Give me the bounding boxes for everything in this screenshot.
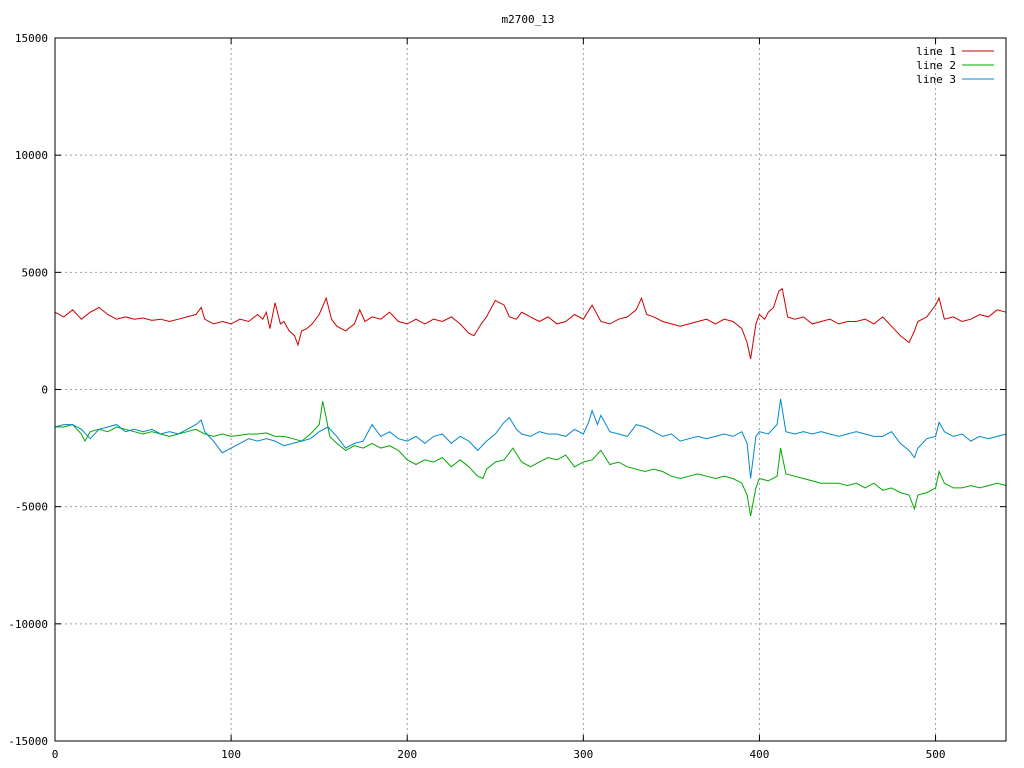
y-tick-label: 5000 xyxy=(22,266,49,279)
x-tick-label: 200 xyxy=(397,748,417,761)
x-tick-label: 100 xyxy=(221,748,241,761)
y-tick-label: 10000 xyxy=(15,149,48,162)
y-tick-label: 15000 xyxy=(15,32,48,45)
series-line-3 xyxy=(54,398,1007,479)
y-tick-label: -5000 xyxy=(15,501,48,514)
series-line-2 xyxy=(55,401,1007,517)
y-tick-label: -10000 xyxy=(8,618,48,631)
x-tick-label: 300 xyxy=(573,748,593,761)
y-tick-label: -15000 xyxy=(8,735,48,748)
x-tick-label: 400 xyxy=(750,748,770,761)
series-layer xyxy=(54,287,1007,517)
legend-label-3: line 3 xyxy=(916,73,956,86)
x-tick-label: 500 xyxy=(926,748,946,761)
chart-title: m2700_13 xyxy=(502,13,555,26)
x-tick-label: 0 xyxy=(52,748,59,761)
series-line-1 xyxy=(54,287,1007,360)
grid xyxy=(55,38,1006,741)
legend-label-2: line 2 xyxy=(916,59,956,72)
axis-ticks: 0 100 200 300 400 500 -15000 -10000 -5000 0 5000 10… xyxy=(8,32,1006,761)
legend-label-1: line 1 xyxy=(916,45,956,58)
y-tick-label: 0 xyxy=(41,384,48,397)
